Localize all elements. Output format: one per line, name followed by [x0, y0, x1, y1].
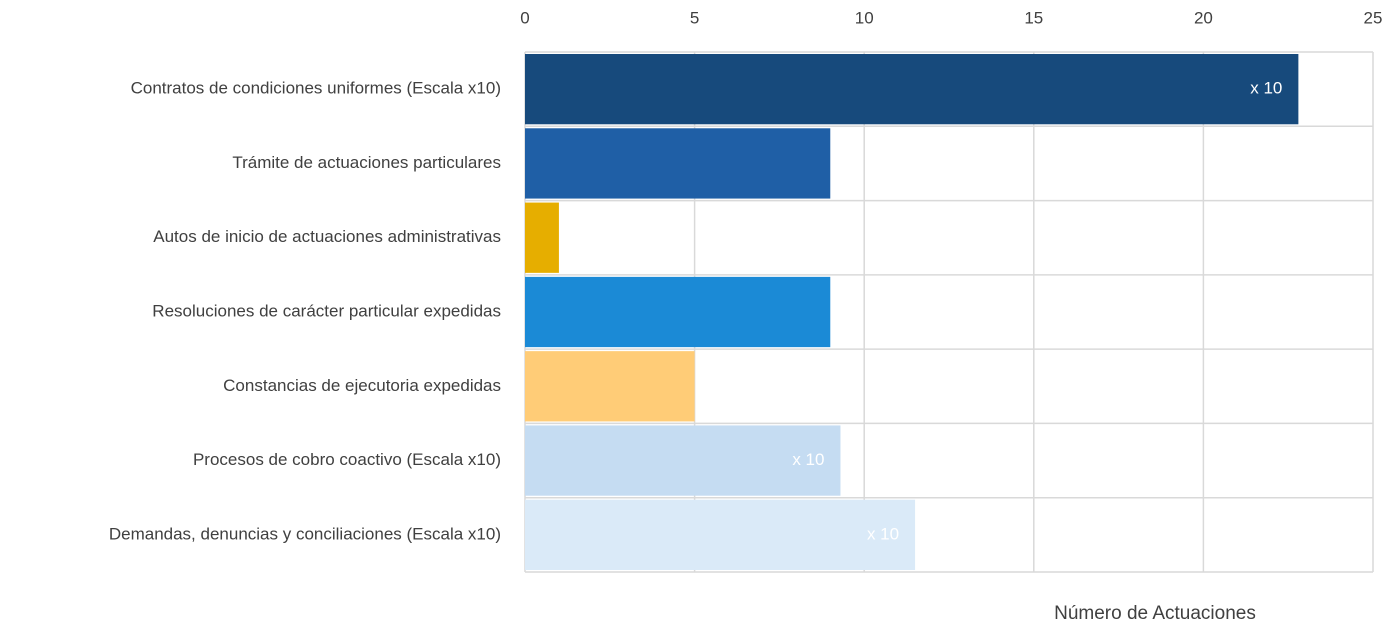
bar [525, 54, 1299, 125]
x-axis-label: Número de Actuaciones [1054, 603, 1256, 624]
bar [525, 499, 916, 570]
bar-annotation: x 10 [792, 450, 824, 469]
x-tick-label: 15 [1024, 8, 1043, 27]
y-tick-label: Trámite de actuaciones particulares [232, 153, 501, 172]
x-tick-label: 10 [855, 8, 874, 27]
y-tick-label: Procesos de cobro coactivo (Escala x10) [193, 450, 501, 469]
bar-annotation: x 10 [1250, 79, 1282, 98]
bar [525, 202, 559, 273]
bar-annotation: x 10 [867, 524, 899, 543]
bar [525, 128, 831, 199]
y-tick-label: Contratos de condiciones uniformes (Esca… [131, 79, 501, 98]
y-tick-label: Autos de inicio de actuaciones administr… [153, 227, 501, 246]
y-tick-label: Resoluciones de carácter particular expe… [152, 301, 501, 320]
bar [525, 351, 695, 422]
x-tick-label: 0 [520, 8, 529, 27]
x-tick-label: 20 [1194, 8, 1213, 27]
y-tick-label: Constancias de ejecutoria expedidas [223, 376, 501, 395]
x-tick-label: 25 [1364, 8, 1383, 27]
bar [525, 276, 831, 348]
bar [525, 425, 841, 496]
x-tick-label: 5 [690, 8, 699, 27]
y-tick-label: Demandas, denuncias y conciliaciones (Es… [109, 524, 501, 543]
